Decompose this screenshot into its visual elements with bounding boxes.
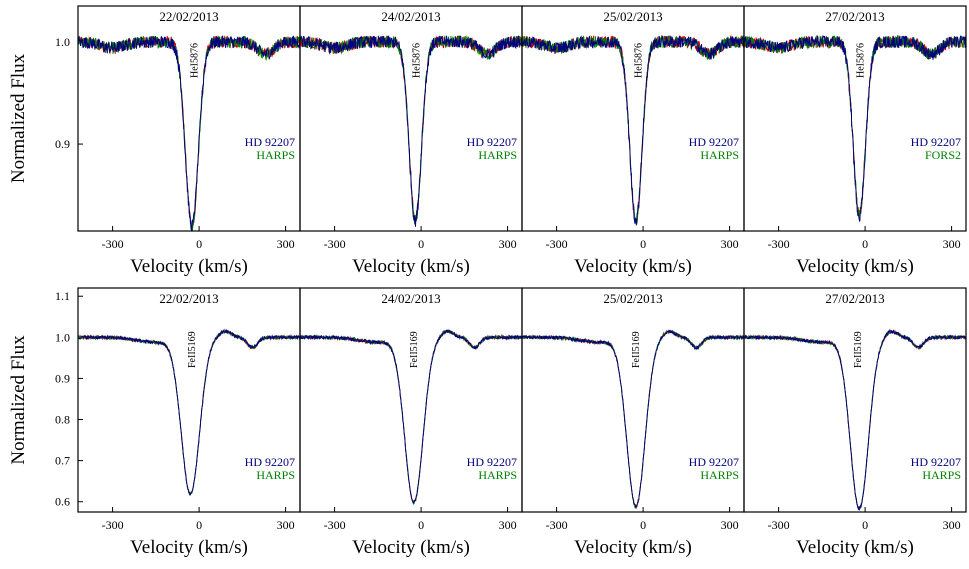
y-tick-label: 1.0 (55, 35, 70, 49)
spectrum-series-2 (744, 328, 966, 511)
x-tick-label: -300 (768, 518, 790, 532)
panel-frame (299, 5, 523, 232)
spectrum-series-2 (522, 35, 744, 225)
x-tick-label: -300 (102, 518, 124, 532)
x-tick-label: 0 (640, 518, 646, 532)
spectrum-series-2 (522, 329, 744, 510)
x-axis-title: Velocity (km/s) (352, 537, 470, 558)
star-name-label: HD 92207 (467, 455, 517, 469)
x-tick-label: 300 (721, 518, 739, 532)
instrument-label: HARPS (922, 468, 961, 482)
star-name-label: HD 92207 (467, 135, 517, 149)
x-axis-title: Velocity (km/s) (352, 256, 470, 277)
instrument-label: HARPS (700, 468, 739, 482)
line-identifier-label: HeI5876 (634, 43, 645, 78)
x-axis-title: Velocity (km/s) (574, 537, 692, 558)
x-tick-label: -300 (768, 237, 790, 251)
panel-date-label: 22/02/2013 (159, 291, 218, 306)
x-tick-label: 0 (862, 237, 868, 251)
line-identifier-label: FeII5169 (631, 331, 642, 368)
spectrum-panel (522, 329, 744, 510)
x-axis-title: Velocity (km/s) (130, 256, 248, 277)
x-tick-label: 0 (196, 237, 202, 251)
x-tick-label: -300 (324, 518, 346, 532)
x-tick-label: 0 (418, 237, 424, 251)
y-tick-label: 0.7 (55, 454, 70, 468)
line-identifier-label: FeII5169 (187, 331, 198, 368)
spectrum-panel (78, 328, 300, 496)
panel-date-label: 27/02/2013 (825, 291, 884, 306)
x-tick-label: 300 (721, 237, 739, 251)
panel-frame (743, 5, 967, 232)
line-identifier-label: FeII5169 (409, 331, 420, 368)
y-tick-label: 0.8 (55, 413, 70, 427)
x-tick-label: 300 (499, 237, 517, 251)
x-tick-label: -300 (546, 237, 568, 251)
line-identifier-label: HeI5876 (412, 43, 423, 78)
spectrum-panel (300, 35, 522, 227)
x-tick-label: 300 (943, 518, 961, 532)
x-tick-label: 300 (277, 237, 295, 251)
spectrum-panel (522, 34, 744, 226)
panel-date-label: 22/02/2013 (159, 9, 218, 24)
star-name-label: HD 92207 (245, 135, 295, 149)
spectrum-series-2 (300, 35, 522, 227)
x-tick-label: 300 (277, 518, 295, 532)
spectrum-panel (78, 35, 300, 231)
panel-date-label: 27/02/2013 (825, 9, 884, 24)
panel-frame (77, 5, 301, 232)
instrument-label: HARPS (478, 468, 517, 482)
x-axis-title: Velocity (km/s) (796, 256, 914, 277)
star-name-label: HD 92207 (245, 455, 295, 469)
x-tick-label: 0 (196, 518, 202, 532)
spectrum-series-2 (78, 328, 300, 496)
instrument-label: HARPS (256, 468, 295, 482)
y-tick-label: 0.9 (55, 371, 70, 385)
x-tick-label: -300 (324, 237, 346, 251)
y-tick-label: 0.9 (55, 137, 70, 151)
star-name-label: HD 92207 (911, 135, 961, 149)
x-tick-label: 0 (862, 518, 868, 532)
star-name-label: HD 92207 (911, 455, 961, 469)
panel-date-label: 25/02/2013 (603, 291, 662, 306)
star-name-label: HD 92207 (689, 135, 739, 149)
x-tick-label: 0 (640, 237, 646, 251)
x-tick-label: -300 (546, 518, 568, 532)
instrument-label: HARPS (478, 148, 517, 162)
line-identifier-label: HeI5876 (856, 43, 867, 78)
spectrum-series-2 (300, 329, 522, 506)
y-axis-title: Normalized Flux (8, 53, 29, 183)
y-tick-label: 0.6 (55, 495, 70, 509)
x-axis-title: Velocity (km/s) (796, 537, 914, 558)
y-axis-title: Normalized Flux (8, 335, 29, 465)
spectrum-panel (744, 328, 966, 511)
line-identifier-label: HeI5876 (190, 43, 201, 78)
instrument-label: FORS2 (925, 148, 961, 162)
y-tick-label: 1.0 (55, 330, 70, 344)
spectrum-panel (744, 34, 966, 222)
star-name-label: HD 92207 (689, 455, 739, 469)
instrument-label: HARPS (700, 148, 739, 162)
x-axis-title: Velocity (km/s) (130, 537, 248, 558)
instrument-label: HARPS (256, 148, 295, 162)
spectrum-series-2 (744, 34, 966, 222)
x-tick-label: 0 (418, 518, 424, 532)
panel-date-label: 24/02/2013 (381, 9, 440, 24)
x-tick-label: 300 (943, 237, 961, 251)
spectrum-series-2 (78, 35, 300, 231)
x-tick-label: 300 (499, 518, 517, 532)
panel-date-label: 24/02/2013 (381, 291, 440, 306)
panel-date-label: 25/02/2013 (603, 9, 662, 24)
y-tick-label: 1.1 (55, 289, 70, 303)
line-identifier-label: FeII5169 (853, 331, 864, 368)
x-axis-title: Velocity (km/s) (574, 256, 692, 277)
spectrum-panel (300, 329, 522, 506)
panel-frame (743, 287, 967, 513)
x-tick-label: -300 (102, 237, 124, 251)
